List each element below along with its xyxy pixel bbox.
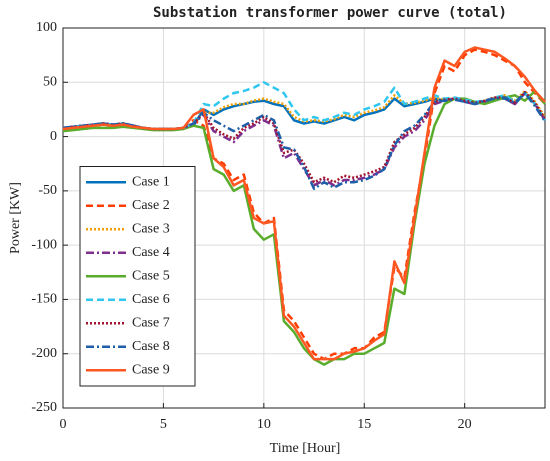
y-tick-label: -50 (38, 183, 57, 198)
data-line (62, 46, 546, 361)
x-tick-label: 0 (60, 417, 67, 432)
plot-frame (62, 27, 546, 409)
y-tick-label: 50 (43, 75, 57, 90)
x-tick-label: 5 (160, 417, 167, 432)
legend-label: Case 1 (132, 174, 170, 189)
legend-label: Case 4 (132, 245, 170, 260)
data-line (62, 81, 547, 131)
data-line (62, 91, 547, 131)
y-tick-label: -250 (31, 400, 57, 415)
chart-title: Substation transformer power curve (tota… (153, 5, 507, 21)
y-tick-label: 0 (50, 129, 57, 144)
x-tick-label: 20 (458, 417, 472, 432)
legend-label: Case 3 (132, 221, 170, 236)
x-tick-label: 15 (357, 417, 371, 432)
legend-label: Case 6 (132, 292, 170, 307)
legend-label: Case 9 (132, 362, 170, 377)
legend-label: Case 5 (132, 268, 170, 283)
legend: Case 1 Case 2 Case 3 Case 4 Case 5 Case 6 Case… (79, 166, 196, 387)
y-axis-label: Power [KW] (8, 182, 23, 254)
legend-label: Case 8 (132, 339, 170, 354)
y-tick-label: -150 (31, 292, 57, 307)
x-tick-label: 10 (257, 417, 271, 432)
y-tick-label: -200 (31, 346, 57, 361)
y-tick-label: 100 (36, 20, 57, 35)
y-tick-label: -100 (31, 237, 57, 252)
legend-label: Case 2 (132, 198, 170, 213)
legend-label: Case 7 (132, 315, 170, 330)
x-axis-label: Time [Hour] (270, 441, 341, 456)
